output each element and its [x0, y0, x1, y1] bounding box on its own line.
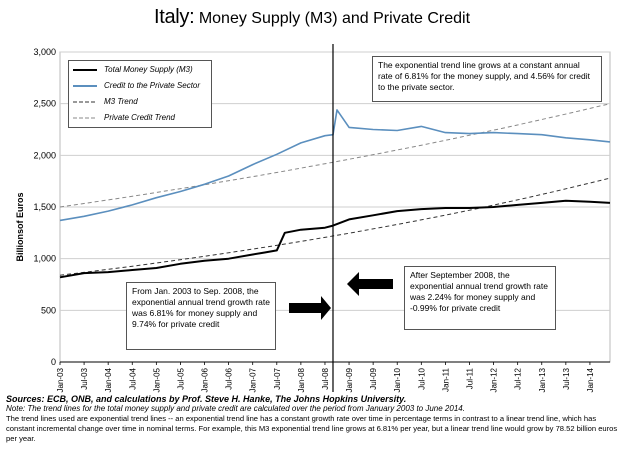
x-tick-label: Jul-12: [514, 367, 523, 389]
x-tick-label: Jan-03: [56, 367, 65, 392]
series-credit-trend-line: [59, 103, 611, 208]
footer: Sources: ECB, ONB, and calculations by P…: [6, 394, 618, 444]
annotation-after-2008: After September 2008, the exponential an…: [404, 266, 556, 330]
right-arrow-icon: [288, 296, 331, 320]
legend-item-credit: Credit to the Private Sector: [73, 79, 211, 93]
x-tick-label: Jan-08: [297, 367, 306, 392]
y-tick-label: 500: [41, 305, 56, 315]
annotation-top-right: The exponential trend line grows at a co…: [372, 56, 602, 102]
x-tick-label: Jul-13: [562, 367, 571, 389]
x-tick-label: Jan-06: [201, 367, 210, 392]
legend-swatch-m3-trend: [73, 101, 97, 103]
x-tick-label: Jan-07: [249, 367, 258, 392]
x-tick-label: Jul-08: [321, 367, 330, 389]
x-tick-label: Jul-11: [465, 367, 474, 389]
legend-label-credit-trend: Private Credit Trend: [104, 113, 175, 122]
x-tick-label: Jan-12: [490, 367, 499, 392]
left-arrow-icon: [346, 272, 393, 296]
series-m3-trend-line: [59, 177, 611, 276]
title-prefix: Italy:: [153, 6, 195, 28]
legend-swatch-credit: [73, 85, 97, 87]
x-tick-label: Jul-04: [128, 367, 137, 389]
x-tick-label: Jul-10: [417, 367, 426, 389]
y-tick-label: 2,500: [33, 99, 56, 109]
legend-label-m3: Total Money Supply (M3): [104, 65, 193, 74]
series-credit-line: [59, 109, 611, 222]
y-tick-label: 1,000: [33, 254, 56, 264]
x-tick-label: Jan-14: [586, 367, 595, 392]
x-tick-label: Jul-07: [273, 367, 282, 389]
y-tick-label: 2,000: [33, 150, 56, 160]
y-tick-label: 0: [51, 357, 56, 367]
legend-item-credit-trend: Private Credit Trend: [73, 111, 211, 125]
legend-label-m3-trend: M3 Trend: [104, 97, 138, 106]
x-tick-label: Jan-11: [441, 367, 450, 391]
footer-note: Note: The trend lines for the total mone…: [6, 404, 465, 413]
footer-sources: Sources: ECB, ONB, and calculations by P…: [6, 394, 407, 404]
x-tick-label: Jan-13: [538, 367, 547, 392]
x-tick-label: Jan-09: [345, 367, 354, 392]
y-axis-label: Billionsof Euros: [15, 192, 25, 262]
legend-swatch-m3: [73, 69, 97, 71]
legend-item-m3: Total Money Supply (M3): [73, 63, 211, 77]
chart-title: Italy: Money Supply (M3) and Private Cre…: [0, 6, 624, 29]
annotation-before-2008: From Jan. 2003 to Sep. 2008, the exponen…: [126, 282, 276, 350]
series-m3-line: [59, 199, 611, 279]
x-tick-label: Jul-03: [80, 367, 89, 389]
x-tick-label: Jul-09: [369, 367, 378, 389]
y-tick-label: 1,500: [33, 202, 56, 212]
x-tick-label: Jul-06: [225, 367, 234, 389]
footer-body: The trend lines used are exponential tre…: [6, 414, 618, 443]
x-tick-label: Jul-05: [176, 367, 185, 389]
legend: Total Money Supply (M3) Credit to the Pr…: [68, 60, 212, 128]
x-tick-label: Jan-05: [152, 367, 161, 392]
y-tick-label: 3,000: [33, 47, 56, 57]
x-tick-label: Jan-04: [104, 367, 113, 392]
title-main: Money Supply (M3) and Private Credit: [198, 10, 471, 27]
x-tick-label: Jan-10: [393, 367, 402, 392]
legend-label-credit: Credit to the Private Sector: [104, 81, 201, 90]
legend-item-m3-trend: M3 Trend: [73, 95, 211, 109]
legend-swatch-credit-trend: [73, 117, 97, 119]
